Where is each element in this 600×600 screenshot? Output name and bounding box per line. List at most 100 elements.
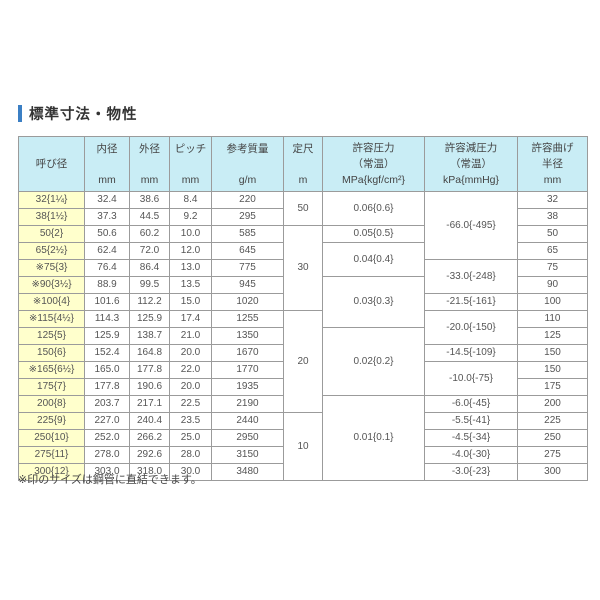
cell-allowable-vacuum: -21.5{-161} — [424, 293, 518, 311]
column-header-length-line: m — [298, 173, 308, 186]
cell-nominal-diameter: ※75{3} — [18, 259, 85, 277]
cell-outer-diameter: 60.2 — [129, 225, 170, 243]
column-header-pitch-line: ピッチ — [174, 143, 207, 155]
cell-inner-diameter: 32.4 — [84, 191, 130, 209]
cell-nominal-diameter: 225{9} — [18, 412, 85, 430]
cell-reference-mass: 1350 — [211, 327, 284, 345]
cell-outer-diameter: 177.8 — [129, 361, 170, 379]
column-header-inner-line: mm — [98, 173, 116, 186]
cell-inner-diameter: 278.0 — [84, 446, 130, 464]
cell-pitch: 20.0 — [169, 378, 212, 396]
cell-bend-radius: 275 — [517, 446, 588, 464]
table-row: 65{2½} 62.4 72.0 12.0 645 0.04{0.4} 65 — [18, 242, 588, 277]
cell-allowable-pressure: 0.06{0.6} — [322, 191, 425, 226]
cell-bend-radius: 38 — [517, 208, 588, 226]
cell-nominal-diameter: ※100{4} — [18, 293, 85, 311]
cell-allowable-pressure: 0.02{0.2} — [322, 327, 425, 396]
table-row: ※115{4½} 114.3 125.9 17.4 1255 20 -20.0{-150} 1… — [18, 310, 588, 413]
cell-reference-mass: 1255 — [211, 310, 284, 328]
cell-allowable-vacuum: -6.0{-45} — [424, 395, 518, 413]
cell-nominal-diameter: 300{12} — [18, 463, 85, 481]
cell-nominal-diameter: 275{11} — [18, 446, 85, 464]
table-row: 50{2} 50.6 60.2 10.0 585 30 0.05{0.5} 50 — [18, 225, 588, 311]
cell-inner-diameter: 252.0 — [84, 429, 130, 447]
cell-pitch: 13.0 — [169, 259, 212, 277]
cell-pitch: 22.0 — [169, 361, 212, 379]
cell-bend-radius: 90 — [517, 276, 588, 294]
cell-reference-mass: 645 — [211, 242, 284, 260]
column-header-pitch: ピッチ mm — [169, 136, 212, 192]
cell-outer-diameter: 266.2 — [129, 429, 170, 447]
cell-nominal-diameter: 50{2} — [18, 225, 85, 243]
cell-outer-diameter: 190.6 — [129, 378, 170, 396]
cell-bend-radius: 125 — [517, 327, 588, 345]
cell-standard-length: 50 — [283, 191, 323, 226]
cell-outer-diameter: 240.4 — [129, 412, 170, 430]
cell-outer-diameter: 138.7 — [129, 327, 170, 345]
cell-allowable-vacuum: -5.5{-41} — [424, 412, 518, 430]
column-header-name: 呼び径 — [18, 136, 85, 192]
spec-table-body: 32{1¼} 32.4 38.6 8.4 220 50 0.06{0.6} -66.0{-49… — [18, 191, 588, 481]
cell-pitch: 21.0 — [169, 327, 212, 345]
cell-nominal-diameter: ※115{4½} — [18, 310, 85, 328]
cell-allowable-vacuum: -20.0{-150} — [424, 310, 518, 345]
cell-pitch: 8.4 — [169, 191, 212, 209]
cell-reference-mass: 3150 — [211, 446, 284, 464]
table-row: 275{11} 278.0 292.6 28.0 3150 -4.0{-30} 275 — [18, 446, 588, 464]
column-header-mass-line: 参考質量 — [226, 143, 269, 155]
table-row: 200{8} 203.7 217.1 22.5 2190 0.01{0.1} -6.0{-4… — [18, 395, 588, 481]
cell-reference-mass: 585 — [211, 225, 284, 243]
column-header-bend: 許容曲げ 半径 mm — [517, 136, 588, 192]
cell-outer-diameter: 112.2 — [129, 293, 170, 311]
cell-standard-length: 20 — [283, 310, 323, 413]
cell-reference-mass: 2440 — [211, 412, 284, 430]
cell-inner-diameter: 114.3 — [84, 310, 130, 328]
column-header-bend-line: 許容曲げ — [531, 141, 574, 154]
cell-outer-diameter: 164.8 — [129, 344, 170, 362]
cell-inner-diameter: 62.4 — [84, 242, 130, 260]
cell-reference-mass: 220 — [211, 191, 284, 209]
cell-nominal-diameter: 150{6} — [18, 344, 85, 362]
cell-allowable-vacuum: -14.5{-109} — [424, 344, 518, 362]
column-header-mass-line: g/m — [238, 173, 257, 186]
cell-pitch: 22.5 — [169, 395, 212, 413]
column-header-vacuum-line: （常温） — [450, 157, 492, 170]
cell-outer-diameter: 72.0 — [129, 242, 170, 260]
column-header-bend-line: mm — [543, 173, 562, 186]
table-row: 300{12} 303.0 318.0 30.0 3480 -3.0{-23} 300 — [18, 463, 588, 481]
column-header-vacuum: 許容減圧力 （常温） kPa{mmHg} — [424, 136, 518, 192]
cell-reference-mass: 2950 — [211, 429, 284, 447]
cell-bend-radius: 200 — [517, 395, 588, 413]
column-header-outer-line: 外径 — [139, 143, 160, 155]
cell-bend-radius: 300 — [517, 463, 588, 481]
header-row: 呼び径 内径 mm 外径 mm ピッチ mm 参考質量 g/m 定尺 m 許容圧力 （常温） MPa{kg… — [18, 136, 588, 192]
cell-pitch: 17.4 — [169, 310, 212, 328]
cell-pitch: 12.0 — [169, 242, 212, 260]
table-row: 32{1¼} 32.4 38.6 8.4 220 50 0.06{0.6} -66.0{-49… — [18, 191, 588, 260]
cell-inner-diameter: 177.8 — [84, 378, 130, 396]
column-header-inner: 内径 mm — [84, 136, 130, 192]
cell-allowable-pressure: 0.01{0.1} — [322, 395, 425, 481]
cell-pitch: 20.0 — [169, 344, 212, 362]
cell-bend-radius: 250 — [517, 429, 588, 447]
cell-inner-diameter: 152.4 — [84, 344, 130, 362]
column-header-length: 定尺 m — [283, 136, 323, 192]
spec-table: 呼び径 内径 mm 外径 mm ピッチ mm 参考質量 g/m 定尺 m 許容圧力 （常温） MPa{kg… — [18, 136, 588, 481]
cell-bend-radius: 75 — [517, 259, 588, 277]
table-row: ※165{6½} 165.0 177.8 22.0 1770 -10.0{-75} 150 — [18, 361, 588, 396]
cell-nominal-diameter: 38{1½} — [18, 208, 85, 226]
cell-inner-diameter: 165.0 — [84, 361, 130, 379]
cell-bend-radius: 110 — [517, 310, 588, 328]
footnote: ※印のサイズは鋼管に直結できます。 — [18, 474, 202, 486]
cell-outer-diameter: 44.5 — [129, 208, 170, 226]
cell-pitch: 28.0 — [169, 446, 212, 464]
table-row: 250{10} 252.0 266.2 25.0 2950 -4.5{-34} 250 — [18, 429, 588, 447]
column-header-pitch-line: mm — [181, 173, 200, 186]
cell-reference-mass: 3480 — [211, 463, 284, 481]
table-row: 175{7} 177.8 190.6 20.0 1935 175 — [18, 378, 588, 396]
cell-inner-diameter: 50.6 — [84, 225, 130, 243]
cell-inner-diameter: 76.4 — [84, 259, 130, 277]
spec-table-head: 呼び径 内径 mm 外径 mm ピッチ mm 参考質量 g/m 定尺 m 許容圧力 （常温） MPa{kg… — [18, 136, 588, 192]
cell-pitch: 25.0 — [169, 429, 212, 447]
